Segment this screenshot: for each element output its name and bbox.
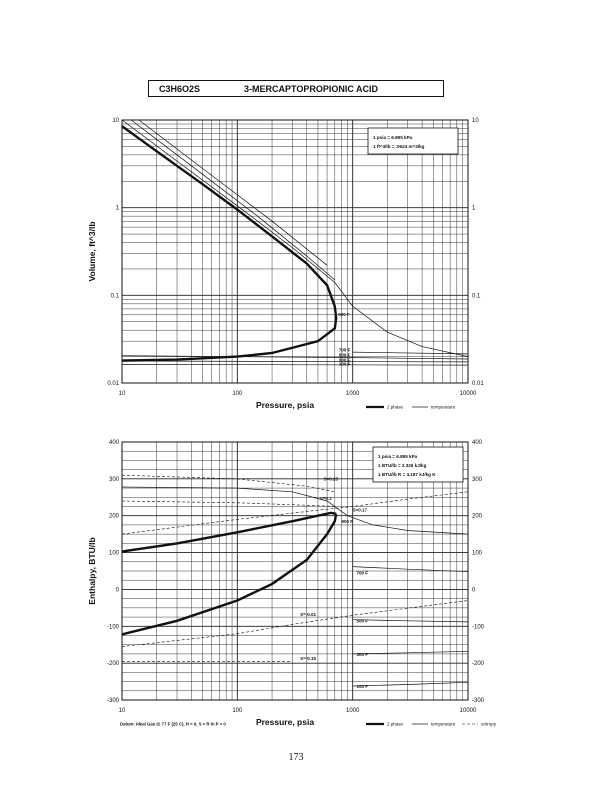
compound-name: 3-MERCAPTOPROPIONIC ACID — [244, 84, 379, 94]
y-tick-label-right: 200 — [472, 514, 483, 520]
y-tick-label-right: 10 — [472, 118, 479, 124]
series-line-entropy — [121, 474, 335, 493]
y-tick-label: 0 — [116, 587, 120, 593]
conversion-box — [372, 446, 464, 483]
chart-1: 10 100 1000 100000.010.11100.010.1110Pressu… — [87, 118, 484, 410]
y-tick-label: 0.1 — [111, 293, 120, 299]
y-tick-label-right: 400 — [472, 440, 483, 446]
datum-footnote: Datum: Ideal Gas @ 77 F (25 C), H = 0, S… — [120, 722, 226, 727]
y-tick-label-right: 0.01 — [472, 381, 484, 387]
series-line-entropy — [121, 491, 469, 535]
y-axis-title: Volume, ft^3/lb — [87, 221, 97, 281]
series-line-temperature — [352, 650, 469, 655]
series-line-temperature — [121, 119, 469, 357]
conversion-text: 1 ft^3/lb = .0624 m^3/kg — [373, 144, 425, 149]
conversion-text: 1 BTU/lb = 2.326 kJ/kg — [378, 463, 427, 468]
series-line-temperature — [352, 566, 469, 573]
y-axis-title: Enthalpy, BTU/lb — [87, 537, 97, 604]
y-tick-label: 1 — [116, 206, 120, 212]
y-tick-label-right: -100 — [472, 624, 485, 630]
plot-frame — [121, 119, 469, 384]
y-tick-label: -200 — [107, 661, 120, 667]
x-tick-label: 100 — [232, 708, 243, 714]
legend-entropy-label: entropy — [481, 722, 497, 727]
temperature-label: 100 F — [339, 361, 351, 366]
entropy-label: S=0.17 — [353, 507, 368, 512]
entropy-label: S=0.2 — [320, 496, 332, 501]
page-number: 173 — [288, 752, 304, 763]
temperature-label: 500 F — [357, 619, 369, 624]
x-tick-label: 100 — [232, 391, 243, 397]
entropy-label: S=-0.01 — [300, 612, 316, 617]
x-axis-title: Pressure, psia — [256, 717, 314, 727]
conversion-box — [367, 127, 459, 155]
x-tick-label: 1000 — [346, 708, 360, 714]
series-line-two_phase — [121, 125, 338, 362]
temperature-label: 300 F — [357, 652, 369, 657]
entropy-label: S=0.25 — [324, 477, 339, 482]
x-tick-label: 1000 — [346, 391, 360, 397]
plot-frame — [121, 441, 469, 701]
entropy-label: S=-0.15 — [300, 656, 316, 661]
conversion-text: 1 BTU/lb R = 4.187 kJ/kg K — [378, 472, 436, 477]
series-line-temperature — [352, 619, 469, 623]
y-tick-label: 0.01 — [107, 381, 119, 387]
x-tick-label: 10000 — [460, 391, 477, 397]
series-line-temperature — [130, 119, 336, 281]
y-tick-label-right: 300 — [472, 477, 483, 483]
y-tick-label-right: 0.1 — [472, 293, 481, 299]
chemical-formula: C3H6O2S — [159, 84, 201, 94]
series-line-entropy — [121, 600, 469, 647]
x-tick-label: 10 — [119, 391, 126, 397]
series-line-temperature — [121, 360, 469, 363]
grid-lines — [122, 120, 468, 383]
y-tick-label: 400 — [109, 440, 120, 446]
x-tick-label: 10 — [119, 708, 126, 714]
temperature-label: 900 F — [341, 519, 353, 524]
y-tick-label-right: 1 — [472, 206, 476, 212]
y-tick-label: -100 — [107, 624, 120, 630]
series-line-entropy — [121, 500, 335, 507]
y-tick-label-right: 100 — [472, 551, 483, 557]
temperature-label: 900 F — [338, 312, 350, 317]
x-axis-title: Pressure, psia — [256, 400, 314, 410]
conversion-text: 1 psia = 6.895 kPa — [378, 454, 418, 459]
series-line-temperature — [121, 364, 469, 366]
series-line-two_phase — [121, 513, 338, 636]
series-line-temperature — [121, 355, 469, 360]
title-box: C3H6O2S 3-MERCAPTOPROPIONIC ACID — [148, 80, 444, 97]
y-tick-label: 10 — [112, 118, 119, 124]
conversion-text: 1 psia = 6.895 kPa — [373, 135, 413, 140]
legend-temperature-label: temperature — [431, 405, 456, 410]
series-line-temperature — [352, 681, 469, 687]
y-tick-label-right: 0 — [472, 587, 476, 593]
y-tick-label: -300 — [107, 698, 120, 704]
x-tick-label: 10000 — [460, 708, 477, 714]
temperature-label: 100 F — [357, 684, 369, 689]
y-tick-label-right: -300 — [472, 698, 485, 704]
y-tick-label: 300 — [109, 477, 120, 483]
y-tick-label: 200 — [109, 514, 120, 520]
temperature-label: 700 F — [357, 571, 369, 576]
y-tick-label-right: -200 — [472, 661, 485, 667]
temperature-label: 500 F — [339, 353, 351, 358]
legend-two-phase-label: 2 phase — [387, 722, 404, 727]
series-line-temperature — [121, 486, 469, 535]
y-tick-label: 100 — [109, 551, 120, 557]
series-line-temperature — [138, 119, 328, 266]
series-line-two_phase — [121, 511, 337, 553]
chart-2: 10 100 1000 10000-300-200-1000100200300400-… — [87, 440, 497, 727]
legend-two-phase-label: 2 phase — [387, 405, 404, 410]
temperature-label: 300 F — [339, 357, 351, 362]
series-line-temperature — [352, 351, 469, 355]
temperature-label: 700 F — [339, 347, 351, 352]
legend-temperature-label: temperature — [431, 722, 456, 727]
